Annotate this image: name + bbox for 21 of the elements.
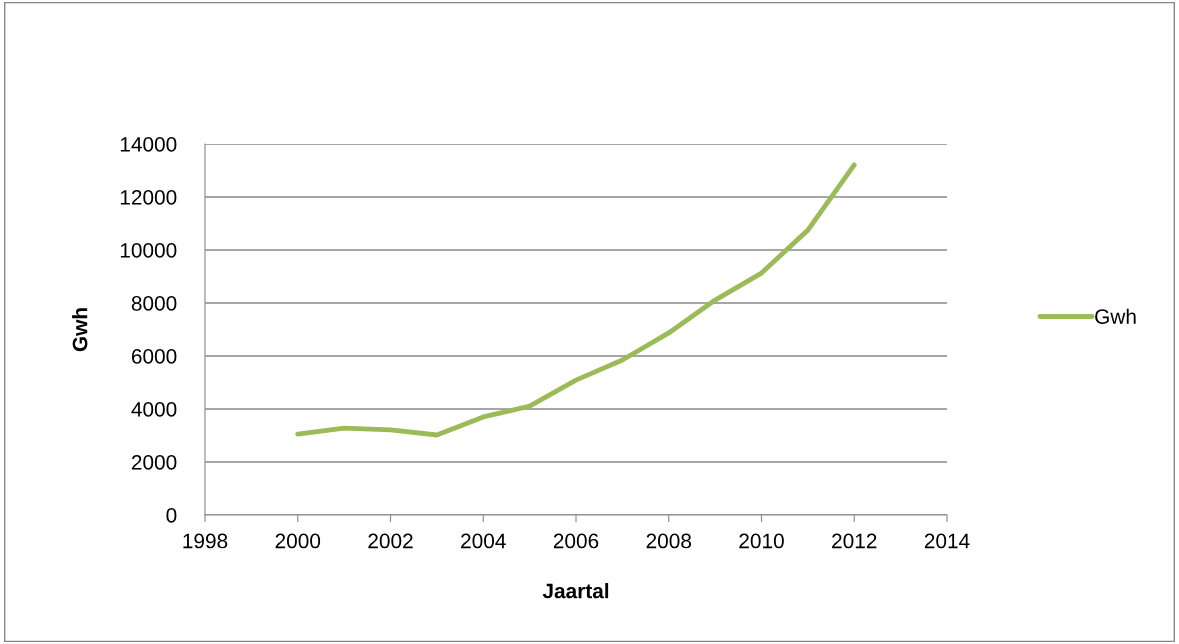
y-tick-label: 14000 (120, 137, 177, 152)
x-tick-label: 2002 (368, 533, 413, 549)
x-tick-label: 1998 (183, 533, 228, 549)
x-tick-label: 2004 (461, 533, 506, 549)
y-tick-label: 10000 (120, 243, 177, 258)
x-tick-label: 2008 (646, 533, 692, 549)
y-axis-title: Gwh (72, 308, 88, 352)
x-tick-label: 2014 (924, 533, 970, 549)
y-tick-label: 0 (166, 508, 177, 523)
y-tick-label: 2000 (131, 455, 177, 470)
legend-label: Gwh (1095, 308, 1136, 324)
x-tick-label: 2012 (832, 533, 877, 549)
line-series (295, 162, 857, 438)
y-tick-label: 6000 (131, 349, 177, 364)
x-tick-label: 2000 (275, 533, 321, 549)
y-tick-label: 8000 (131, 296, 177, 311)
x-axis-title: Jaartal (542, 583, 609, 599)
y-tick-label: 4000 (131, 402, 177, 417)
x-tick-label: 2006 (553, 533, 599, 549)
x-tick-label: 2010 (739, 533, 784, 549)
y-tick-label: 12000 (120, 190, 177, 205)
